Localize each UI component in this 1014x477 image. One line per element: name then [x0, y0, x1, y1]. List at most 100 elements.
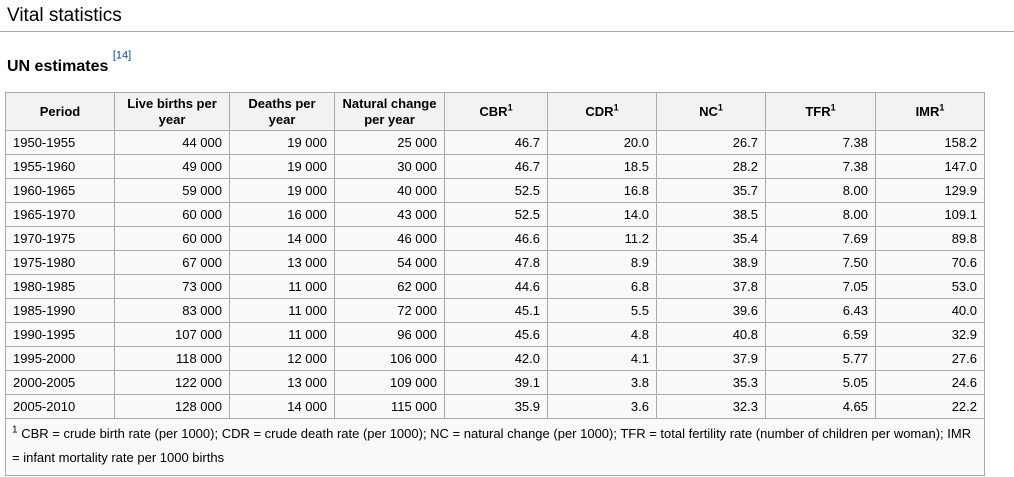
column-header-cdr: CDR1 — [547, 92, 657, 132]
value-cell: 40.8 — [656, 322, 766, 348]
citation-superscript: [14] — [112, 49, 132, 67]
period-cell: 1990-1995 — [5, 322, 115, 348]
value-cell: 40.0 — [875, 298, 985, 324]
value-cell: 62 000 — [334, 274, 445, 300]
value-cell: 43 000 — [334, 202, 445, 228]
subsection-title: UN estimates — [7, 57, 109, 75]
column-header-period: Period — [5, 92, 115, 132]
value-cell: 3.6 — [547, 394, 657, 420]
value-cell: 109.1 — [875, 202, 985, 228]
value-cell: 83 000 — [114, 298, 230, 324]
column-header-footnote-marker: 1 — [830, 102, 836, 113]
value-cell: 14.0 — [547, 202, 657, 228]
value-cell: 14 000 — [229, 226, 335, 252]
value-cell: 38.5 — [656, 202, 766, 228]
table-row: 1950-1955 44 000 19 000 25 000 46.7 20.0 26.7 7… — [5, 130, 985, 156]
value-cell: 38.9 — [656, 250, 766, 276]
value-cell: 44 000 — [114, 130, 230, 156]
value-cell: 60 000 — [114, 226, 230, 252]
value-cell: 35.3 — [656, 370, 766, 396]
value-cell: 67 000 — [114, 250, 230, 276]
value-cell: 11 000 — [229, 274, 335, 300]
value-cell: 129.9 — [875, 178, 985, 204]
table-row: 2005-2010 128 000 14 000 115 000 35.9 3.6 32.3… — [5, 394, 985, 420]
table-row: 1970-1975 60 000 14 000 46 000 46.6 11.2 35.4 7… — [5, 226, 985, 252]
value-cell: 19 000 — [229, 154, 335, 180]
value-cell: 6.8 — [547, 274, 657, 300]
column-header-natural-change-per-year: Natural change per year — [334, 92, 445, 132]
value-cell: 45.6 — [444, 322, 548, 348]
value-cell: 109 000 — [334, 370, 445, 396]
value-cell: 46.7 — [444, 154, 548, 180]
period-cell: 1960-1965 — [5, 178, 115, 204]
value-cell: 24.6 — [875, 370, 985, 396]
value-cell: 13 000 — [229, 370, 335, 396]
value-cell: 106 000 — [334, 346, 445, 372]
period-cell: 1950-1955 — [5, 130, 115, 156]
period-cell: 1965-1970 — [5, 202, 115, 228]
value-cell: 39.1 — [444, 370, 548, 396]
value-cell: 118 000 — [114, 346, 230, 372]
value-cell: 52.5 — [444, 202, 548, 228]
value-cell: 6.59 — [765, 322, 876, 348]
column-header-live-births-per-year: Live births per year — [114, 92, 230, 132]
column-header-cbr: CBR1 — [444, 92, 548, 132]
value-cell: 89.8 — [875, 226, 985, 252]
value-cell: 96 000 — [334, 322, 445, 348]
value-cell: 52.5 — [444, 178, 548, 204]
value-cell: 54 000 — [334, 250, 445, 276]
period-cell: 2005-2010 — [5, 394, 115, 420]
value-cell: 16.8 — [547, 178, 657, 204]
value-cell: 73 000 — [114, 274, 230, 300]
table-row: 1980-1985 73 000 11 000 62 000 44.6 6.8 37.8 7.… — [5, 274, 985, 300]
value-cell: 122 000 — [114, 370, 230, 396]
table-row: 1995-2000 118 000 12 000 106 000 42.0 4.1 37.9… — [5, 346, 985, 372]
value-cell: 5.5 — [547, 298, 657, 324]
value-cell: 46.6 — [444, 226, 548, 252]
table-header-row: Period Live births per year Deaths per yea… — [5, 92, 985, 132]
value-cell: 107 000 — [114, 322, 230, 348]
table-row: 1955-1960 49 000 19 000 30 000 46.7 18.5 28.2 7… — [5, 154, 985, 180]
value-cell: 7.38 — [765, 130, 876, 156]
value-cell: 32.9 — [875, 322, 985, 348]
value-cell: 37.8 — [656, 274, 766, 300]
value-cell: 49 000 — [114, 154, 230, 180]
value-cell: 47.8 — [444, 250, 548, 276]
column-header-nc: NC1 — [656, 92, 766, 132]
value-cell: 35.7 — [656, 178, 766, 204]
value-cell: 7.69 — [765, 226, 876, 252]
period-cell: 1985-1990 — [5, 298, 115, 324]
column-header-footnote-marker: 1 — [717, 102, 723, 113]
period-cell: 1975-1980 — [5, 250, 115, 276]
value-cell: 40 000 — [334, 178, 445, 204]
value-cell: 32.3 — [656, 394, 766, 420]
value-cell: 11 000 — [229, 298, 335, 324]
period-cell: 1955-1960 — [5, 154, 115, 180]
citation-link[interactable]: [14] — [112, 49, 132, 62]
value-cell: 19 000 — [229, 130, 335, 156]
value-cell: 35.4 — [656, 226, 766, 252]
value-cell: 128 000 — [114, 394, 230, 420]
value-cell: 11 000 — [229, 322, 335, 348]
value-cell: 53.0 — [875, 274, 985, 300]
section-heading: Vital statistics — [0, 0, 1014, 32]
value-cell: 158.2 — [875, 130, 985, 156]
value-cell: 28.2 — [656, 154, 766, 180]
value-cell: 3.8 — [547, 370, 657, 396]
value-cell: 42.0 — [444, 346, 548, 372]
value-cell: 46.7 — [444, 130, 548, 156]
column-header-footnote-marker: 1 — [507, 102, 513, 113]
value-cell: 27.6 — [875, 346, 985, 372]
value-cell: 4.8 — [547, 322, 657, 348]
value-cell: 5.05 — [765, 370, 876, 396]
period-cell: 1995-2000 — [5, 346, 115, 372]
value-cell: 26.7 — [656, 130, 766, 156]
table-row: 2000-2005 122 000 13 000 109 000 39.1 3.8 35.3… — [5, 370, 985, 396]
value-cell: 16 000 — [229, 202, 335, 228]
value-cell: 12 000 — [229, 346, 335, 372]
value-cell: 7.05 — [765, 274, 876, 300]
period-cell: 1970-1975 — [5, 226, 115, 252]
footnote-text: CBR = crude birth rate (per 1000); CDR =… — [12, 426, 972, 466]
value-cell: 46 000 — [334, 226, 445, 252]
value-cell: 4.65 — [765, 394, 876, 420]
